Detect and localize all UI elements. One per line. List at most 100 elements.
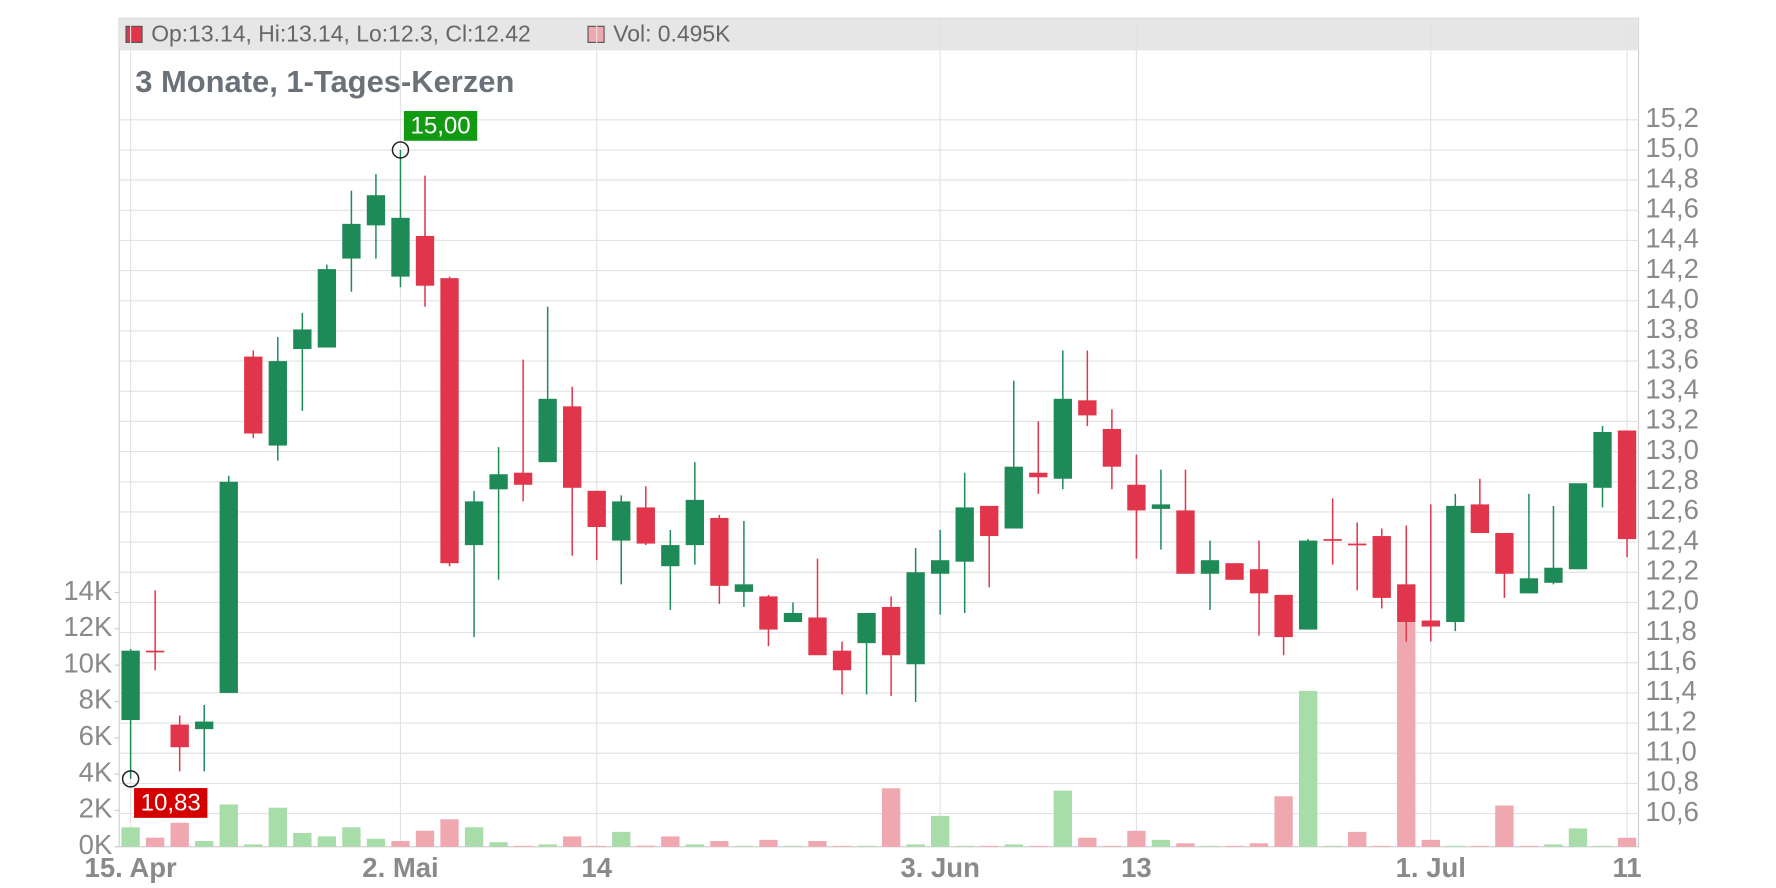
candle-body xyxy=(440,278,459,564)
volume-bar xyxy=(1176,843,1195,847)
volume-bar xyxy=(710,841,729,847)
volume-bar xyxy=(391,841,410,847)
volume-bar xyxy=(1372,845,1391,847)
extreme-label-box xyxy=(403,111,478,141)
volume-bar xyxy=(1151,839,1171,847)
volume-bar xyxy=(1470,845,1490,847)
candle-body xyxy=(268,361,287,446)
candle-body xyxy=(759,596,778,630)
volume-bar xyxy=(881,788,901,847)
volume-bar xyxy=(1200,845,1220,847)
volume-bar xyxy=(1274,796,1293,847)
volume-bar xyxy=(759,839,778,847)
volume-bar xyxy=(342,827,361,847)
extreme-marker xyxy=(121,770,140,788)
y-tick-label: 11,4 xyxy=(1645,675,1696,706)
volume-bar xyxy=(1421,839,1440,847)
candle-body xyxy=(612,501,631,541)
volume-bar xyxy=(293,832,312,847)
volume-bar xyxy=(1127,830,1146,847)
volume-bar xyxy=(244,844,263,847)
volume-bar xyxy=(1495,805,1514,847)
candle-body xyxy=(1029,472,1048,478)
candle-body xyxy=(1176,510,1195,574)
candle-body xyxy=(734,584,754,592)
volume-bar xyxy=(734,845,754,847)
y2-tick-label: 12K xyxy=(63,611,113,642)
volume-bar xyxy=(783,845,803,847)
x-tick-label: 13 xyxy=(1121,852,1152,883)
volume-bar xyxy=(170,822,189,847)
candle-body xyxy=(1372,536,1391,598)
volume-bar xyxy=(1568,828,1588,847)
volume-bar xyxy=(906,844,925,847)
y2-tick-label: 0K xyxy=(79,829,113,860)
candle-body xyxy=(1200,560,1220,574)
chart-title: 3 Monate, 1-Tages-Kerzen xyxy=(135,64,514,99)
y2-tick-label: 8K xyxy=(79,684,113,715)
extreme-label-box xyxy=(134,788,208,818)
candle-body xyxy=(980,505,999,537)
candle-body xyxy=(563,406,582,488)
volume-bar xyxy=(1029,845,1048,847)
volume-bar xyxy=(366,838,386,847)
candle-body xyxy=(1617,430,1637,540)
legend-label: Vol: 0.495K xyxy=(613,21,731,47)
candle-body xyxy=(1470,504,1490,534)
candle-body xyxy=(195,721,214,730)
candle-body xyxy=(464,501,484,546)
y2-tick-label: 10K xyxy=(63,647,113,678)
candle-body xyxy=(1298,540,1318,630)
volume-bar xyxy=(1544,844,1563,847)
volume-bar xyxy=(857,845,876,847)
volume-bar xyxy=(1446,845,1465,847)
volume-bar xyxy=(1102,845,1122,847)
y-tick-label: 13,0 xyxy=(1645,434,1699,465)
volume-bar xyxy=(195,841,214,847)
candle-body xyxy=(219,481,238,693)
header-bar xyxy=(119,18,1639,51)
candle-body xyxy=(661,545,680,567)
volume-bar xyxy=(980,845,999,847)
volume-bar xyxy=(563,836,582,847)
candle-body xyxy=(1446,505,1465,623)
x-tick-label: 2. Mai xyxy=(362,852,438,883)
volume-bar xyxy=(587,845,606,847)
candle-body xyxy=(857,612,876,644)
extreme-label: 10,83 xyxy=(141,789,201,816)
y2-tick-label: 2K xyxy=(79,793,113,824)
candle-body xyxy=(1225,563,1244,580)
candle-body xyxy=(1421,620,1440,627)
volume-bar xyxy=(538,844,557,847)
y-tick-label: 12,0 xyxy=(1645,585,1699,616)
candle-body xyxy=(489,474,508,490)
candle-body xyxy=(391,217,410,277)
candle-body xyxy=(145,650,165,653)
volume-bar xyxy=(219,804,238,847)
y-tick-label: 12,8 xyxy=(1645,464,1699,495)
y-tick-label: 15,2 xyxy=(1645,102,1699,133)
volume-bar xyxy=(1397,622,1416,847)
extreme-label: 15,00 xyxy=(410,112,470,139)
volume-bar xyxy=(1298,690,1318,847)
candle-body xyxy=(170,724,189,748)
y-tick-label: 13,8 xyxy=(1645,313,1699,344)
candle-body xyxy=(538,398,557,463)
x-tick-label: 11 xyxy=(1613,852,1642,883)
y-tick-label: 14,2 xyxy=(1645,253,1699,284)
extreme-marker xyxy=(391,141,410,159)
candle-body xyxy=(293,329,312,350)
volume-bar xyxy=(121,827,140,847)
y-tick-label: 10,8 xyxy=(1645,766,1699,797)
candle-body xyxy=(317,269,337,348)
y-tick-label: 13,4 xyxy=(1645,374,1699,405)
volume-bar xyxy=(489,842,508,847)
y-tick-label: 11,8 xyxy=(1645,615,1696,646)
volume-bar xyxy=(661,836,680,847)
volume-bar xyxy=(268,807,287,847)
volume-bar xyxy=(415,830,435,847)
y-tick-label: 14,0 xyxy=(1645,283,1699,314)
candle-body xyxy=(1004,466,1023,529)
